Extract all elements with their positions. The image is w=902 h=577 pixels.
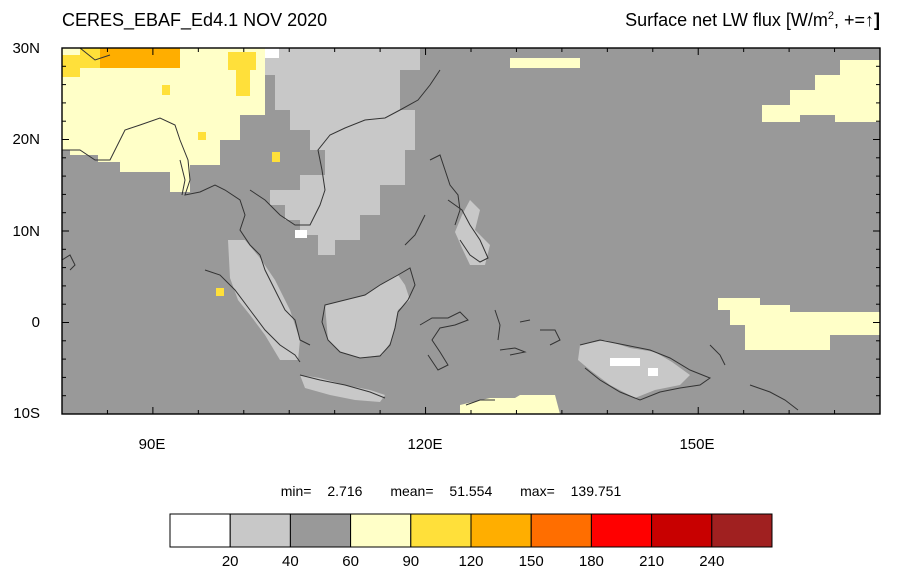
x-tick-label-90e: 90E xyxy=(138,436,166,453)
colorbar-swatch xyxy=(229,513,291,548)
region-high-flux-i xyxy=(216,288,224,296)
colorbar-swatch xyxy=(470,513,532,548)
colorbar xyxy=(169,513,773,548)
colorbar-swatch xyxy=(289,513,352,548)
y-tick-label-10s: 10S xyxy=(13,405,40,422)
region-high-flux-e xyxy=(236,70,250,96)
region-low-flux-north xyxy=(510,58,580,68)
y-tick-label-20n: 20N xyxy=(12,131,40,148)
y-tick-label-0: 0 xyxy=(31,314,40,331)
axis-ticks xyxy=(61,47,881,415)
colorbar-level-label: 90 xyxy=(402,553,420,570)
region-sumatra-light xyxy=(228,240,300,360)
colorbar-level-label: 120 xyxy=(458,553,484,570)
region-high-flux-g xyxy=(198,132,206,140)
region-white-c xyxy=(610,358,640,366)
colorbar-level-label: 20 xyxy=(221,553,239,570)
up-arrow-icon: ↑ xyxy=(865,10,874,30)
colorbar-level-label: 240 xyxy=(699,553,725,570)
region-china-sea-light xyxy=(265,48,420,255)
region-low-flux-pacific-ne xyxy=(762,60,880,122)
region-high-flux-f xyxy=(162,85,170,95)
stat-mean: 51.554 xyxy=(449,483,493,499)
map-title: CERES_EBAF_Ed4.1 NOV 2020 xyxy=(62,10,328,30)
colorbar-swatch xyxy=(711,513,773,548)
region-newguinea-light xyxy=(578,340,690,398)
y-tick-label-30n: 30N xyxy=(12,40,40,57)
colorbar-swatch xyxy=(410,513,472,548)
region-low-flux-pacific-e xyxy=(718,298,880,350)
stat-min: 2.716 xyxy=(327,483,363,499)
region-high-flux-h xyxy=(272,152,280,162)
stats-line: min= 2.716 mean= 51.554 max= 139.751 xyxy=(280,483,622,499)
y-tick-label-10n: 10N xyxy=(12,223,40,240)
colorbar-level-label: 40 xyxy=(282,553,299,570)
colorbar-level-label: 180 xyxy=(578,553,604,570)
colorbar-level-label: 150 xyxy=(518,553,544,570)
colorbar-swatch xyxy=(590,513,653,548)
region-java-light xyxy=(300,375,385,402)
x-tick-label-120e: 120E xyxy=(407,436,443,453)
region-borneo-light xyxy=(325,275,410,358)
x-tick-label-150e: 150E xyxy=(679,436,715,453)
stat-max: 139.751 xyxy=(570,483,622,499)
colorbar-swatch xyxy=(651,513,713,548)
region-high-flux-d xyxy=(228,52,256,70)
colorbar-level-label: 210 xyxy=(639,553,665,570)
region-philippines-light xyxy=(455,200,490,265)
colorbar-swatch xyxy=(169,513,231,548)
colorbar-level-label: 60 xyxy=(342,553,359,570)
region-high-flux-a xyxy=(62,55,80,77)
colorbar-swatch xyxy=(350,513,412,548)
region-white-a xyxy=(295,230,307,238)
colorbar-swatch xyxy=(530,513,592,548)
coastlines xyxy=(62,48,799,411)
region-white-d xyxy=(648,368,658,376)
region-white-b xyxy=(265,48,279,58)
region-high-flux-c xyxy=(100,48,180,68)
flux-field xyxy=(62,48,880,414)
variable-title: Surface net LW flux [W/m2, +=↑] xyxy=(625,10,880,30)
